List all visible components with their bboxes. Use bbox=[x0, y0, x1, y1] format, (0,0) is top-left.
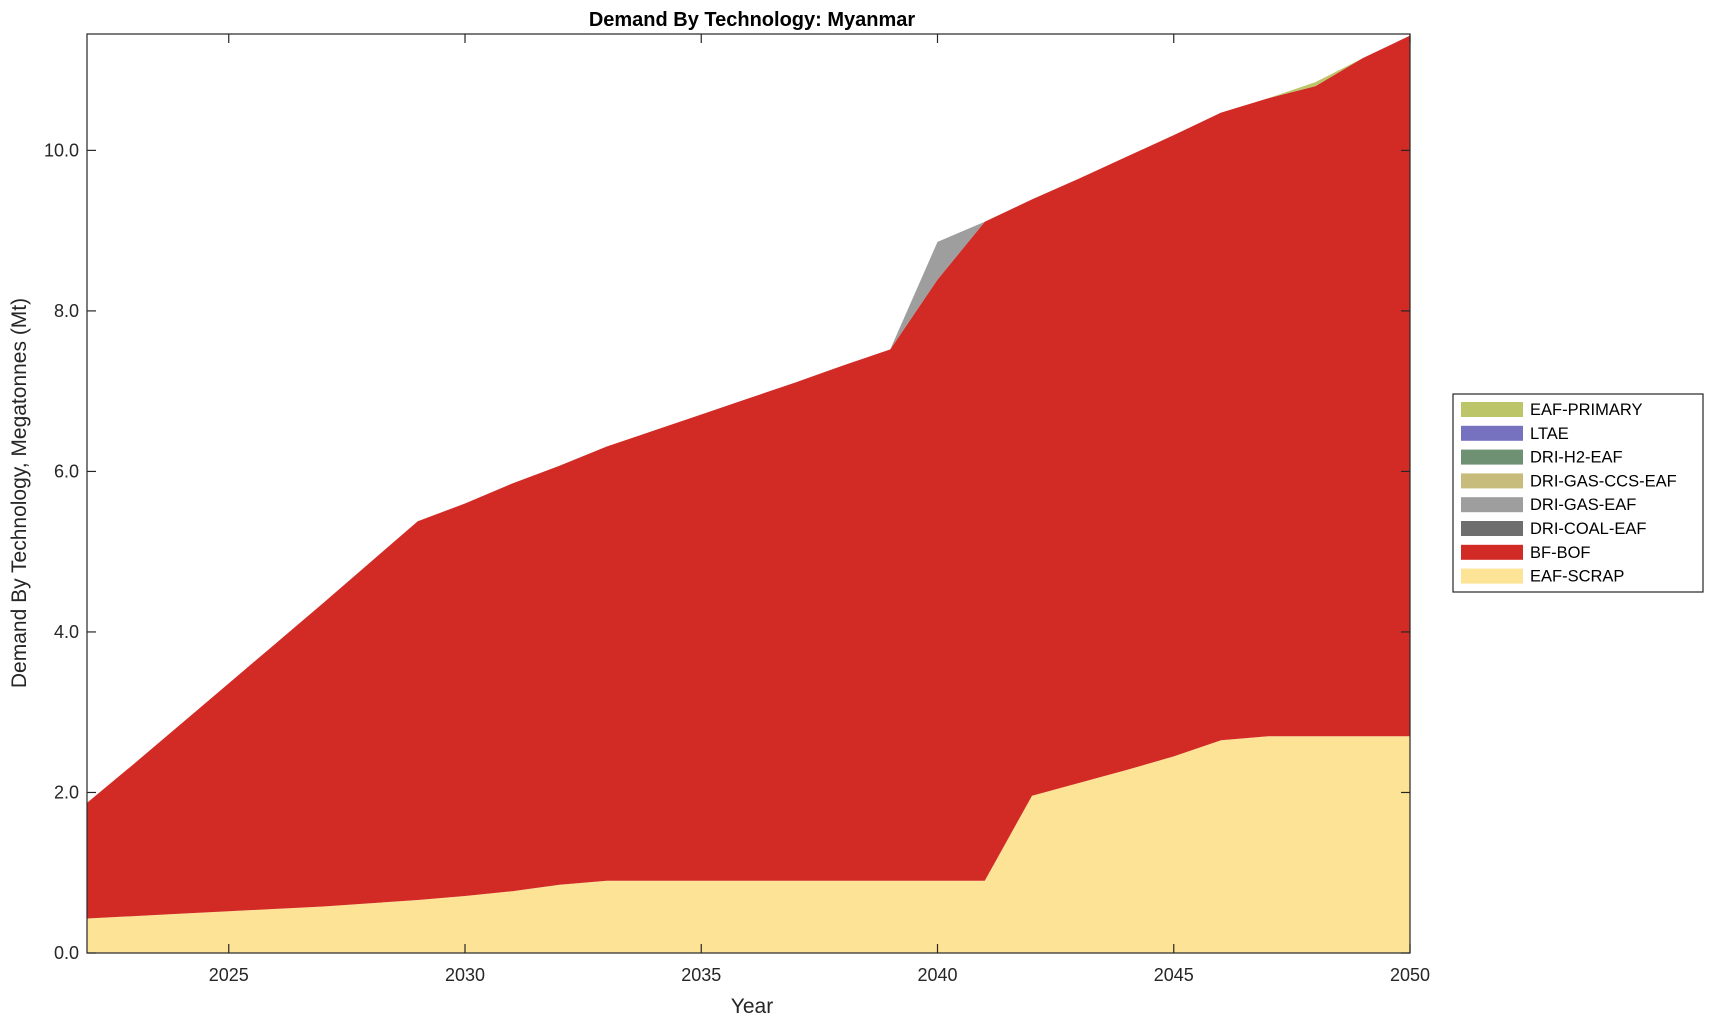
x-tick-label: 2045 bbox=[1154, 965, 1194, 985]
y-tick-label: 6.0 bbox=[54, 461, 79, 481]
y-axis-label: Demand By Technology, Megatonnes (Mt) bbox=[8, 298, 31, 688]
legend-swatch bbox=[1461, 544, 1523, 560]
y-tick-label: 10.0 bbox=[44, 140, 79, 160]
legend-swatch bbox=[1461, 402, 1523, 417]
legend-label: DRI-COAL-EAF bbox=[1530, 520, 1646, 538]
legend-label: LTAE bbox=[1530, 425, 1569, 443]
chart-title: Demand By Technology: Myanmar bbox=[589, 9, 916, 31]
y-tick-label: 2.0 bbox=[54, 782, 79, 802]
x-tick-label: 2025 bbox=[209, 965, 249, 985]
plot-frame bbox=[86, 33, 1411, 954]
legend-label: BF-BOF bbox=[1530, 544, 1591, 562]
y-tick-label: 0.0 bbox=[54, 943, 79, 963]
y-axis: 0.0 2.0 4.0 6.0 8.0 10.0 bbox=[44, 140, 1410, 963]
legend-label: EAF-PRIMARY bbox=[1530, 401, 1642, 419]
legend-swatch bbox=[1461, 568, 1523, 584]
legend: EAF-PRIMARY LTAE DRI-H2-EAF DRI-GAS-CCS-EAF… bbox=[1452, 393, 1704, 593]
y-tick-label: 8.0 bbox=[54, 301, 79, 321]
area-eaf-scrap bbox=[87, 736, 1410, 953]
legend-box bbox=[1452, 393, 1704, 593]
x-axis: 2025 2030 2035 2040 2045 2050 bbox=[209, 34, 1430, 985]
legend-label: DRI-H2-EAF bbox=[1530, 449, 1623, 467]
x-tick-label: 2040 bbox=[917, 965, 957, 985]
legend-swatch bbox=[1461, 449, 1523, 465]
plot-areas bbox=[87, 35, 1410, 953]
legend-swatch bbox=[1461, 521, 1523, 536]
legend-swatch bbox=[1461, 425, 1523, 441]
legend-swatch bbox=[1461, 473, 1523, 489]
legend-swatch bbox=[1461, 497, 1523, 513]
legend-label: DRI-GAS-EAF bbox=[1530, 496, 1636, 514]
x-axis-label: Year bbox=[731, 995, 773, 1018]
area-bf-bof bbox=[87, 35, 1410, 919]
x-tick-label: 2030 bbox=[445, 965, 485, 985]
legend-label: EAF-SCRAP bbox=[1530, 568, 1624, 586]
x-tick-label: 2050 bbox=[1390, 965, 1430, 985]
legend-label: DRI-GAS-CCS-EAF bbox=[1530, 472, 1677, 490]
x-tick-label: 2035 bbox=[681, 965, 721, 985]
y-tick-label: 4.0 bbox=[54, 622, 79, 642]
